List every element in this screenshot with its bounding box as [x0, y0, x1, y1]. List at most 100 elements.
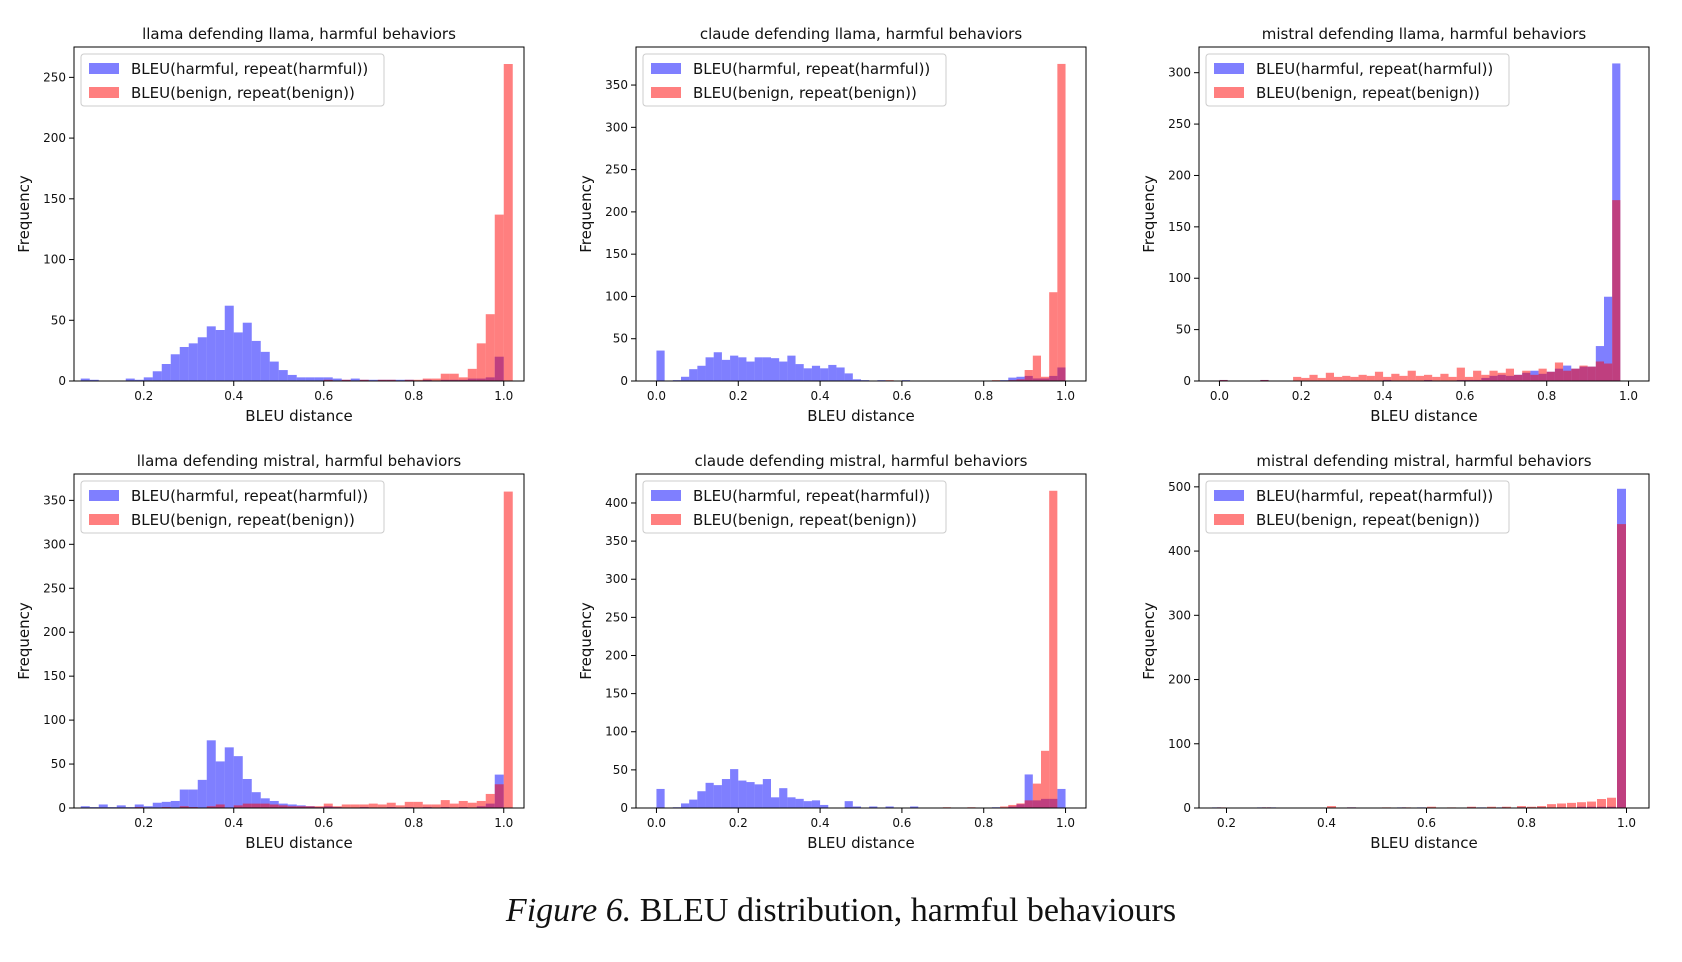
harmful-bar	[116, 805, 126, 808]
y-tick-label: 300	[1168, 66, 1191, 80]
benign-bar	[359, 379, 369, 381]
benign-bar	[458, 377, 468, 381]
harmful-bar	[754, 784, 763, 808]
benign-bar	[1579, 365, 1588, 381]
benign-bar	[1538, 368, 1547, 381]
legend-label: BLEU(benign, repeat(benign))	[693, 511, 917, 529]
y-tick-label: 150	[605, 247, 628, 261]
y-axis-label: Frequency	[15, 602, 33, 680]
x-tick-label: 0.6	[892, 816, 911, 830]
legend-label: BLEU(benign, repeat(benign))	[1256, 511, 1480, 529]
harmful-bar	[80, 806, 90, 808]
x-tick-label: 0.4	[1317, 816, 1336, 830]
x-tick-label: 1.0	[494, 816, 513, 830]
benign-bar	[332, 806, 342, 808]
y-tick-label: 50	[613, 763, 628, 777]
benign-bar	[413, 801, 423, 808]
benign-bar	[368, 803, 378, 808]
x-tick-label: 1.0	[494, 389, 513, 403]
harmful-bar	[844, 801, 853, 808]
harmful-bar	[233, 332, 243, 381]
harmful-bar	[795, 364, 804, 381]
benign-bar	[413, 379, 423, 381]
benign-bar	[1481, 374, 1490, 381]
x-tick-label: 0.2	[729, 816, 748, 830]
harmful-bar	[689, 369, 698, 381]
benign-bar	[1489, 370, 1498, 381]
x-axis-label: BLEU distance	[807, 834, 914, 852]
benign-bar	[1595, 361, 1604, 381]
benign-bar	[251, 803, 261, 808]
benign-bar	[1473, 370, 1482, 381]
x-axis-label: BLEU distance	[245, 407, 352, 425]
y-tick-label: 200	[43, 131, 66, 145]
benign-bar	[1527, 806, 1536, 808]
benign-bar	[350, 804, 360, 808]
harmful-bar	[811, 365, 821, 381]
harmful-bar	[836, 367, 845, 381]
legend: BLEU(harmful, repeat(harmful)) BLEU(benig…	[642, 53, 947, 107]
harmful-bar	[242, 322, 252, 381]
harmful-bar	[820, 804, 829, 808]
harmful-bar	[161, 364, 171, 381]
y-tick-label: 200	[605, 205, 628, 219]
benign-bar	[1547, 804, 1556, 808]
benign-bar	[1597, 799, 1606, 808]
legend-label: BLEU(harmful, repeat(harmful))	[131, 487, 368, 505]
harmful-bar	[1057, 788, 1066, 808]
legend-label: BLEU(benign, repeat(benign))	[131, 511, 355, 529]
y-tick-label: 300	[1168, 608, 1191, 622]
benign-bar	[1517, 806, 1526, 808]
chart-panel-5: 0.0 0.2 0.4 0.6 0.8 1.0 0 50 100 150 200 250 300 350 4…	[577, 452, 1087, 852]
legend-swatch-harmful	[89, 490, 119, 501]
harmful-bar	[762, 357, 771, 381]
harmful-bar	[1016, 376, 1025, 381]
benign-bar	[449, 803, 459, 808]
legend-label: BLEU(harmful, repeat(harmful))	[131, 60, 368, 78]
benign-bar	[458, 800, 468, 808]
benign-bar	[494, 214, 504, 381]
harmful-bar	[730, 769, 739, 808]
benign-bar	[440, 800, 450, 808]
benign-bar	[242, 803, 252, 808]
x-axis-label: BLEU distance	[245, 834, 352, 852]
x-tick-label: 0.6	[314, 816, 333, 830]
benign-bar	[260, 803, 270, 808]
x-tick-label: 1.0	[1056, 816, 1075, 830]
harmful-bar	[721, 779, 731, 808]
benign-bar	[1342, 375, 1351, 381]
y-tick-label: 300	[605, 572, 628, 586]
benign-bar	[1456, 367, 1465, 381]
benign-bar	[1557, 803, 1566, 808]
y-tick-label: 100	[1168, 737, 1191, 751]
plot-frame	[635, 46, 1087, 382]
x-tick-label: 0.6	[314, 389, 333, 403]
benign-bar	[431, 804, 441, 808]
plot-frame	[635, 473, 1087, 809]
figure-caption-label: Figure 6.	[505, 892, 632, 929]
harmful-bar	[738, 780, 747, 808]
harmful-bar	[852, 806, 861, 808]
benign-bar	[503, 491, 513, 808]
chart-panel-4: 0.2 0.4 0.6 0.8 1.0 0 50 100 150 200 250 300 350 llam…	[15, 452, 525, 852]
benign-bar	[449, 373, 459, 381]
benign-bar	[1407, 370, 1416, 381]
legend-label: BLEU(benign, repeat(benign))	[693, 84, 917, 102]
harmful-bar	[656, 350, 665, 381]
benign-bar	[1383, 376, 1392, 381]
legend-box	[642, 480, 947, 534]
legend: BLEU(harmful, repeat(harmful)) BLEU(benig…	[1205, 480, 1510, 534]
harmful-bar	[206, 740, 216, 808]
y-axis-label: Frequency	[577, 602, 595, 680]
legend-swatch-harmful	[1214, 63, 1244, 74]
x-tick-label: 0.8	[1517, 816, 1536, 830]
harmful-bar	[779, 361, 788, 381]
x-tick-label: 0.6	[892, 389, 911, 403]
y-tick-label: 250	[605, 610, 628, 624]
benign-bar	[476, 800, 486, 808]
benign-bar	[305, 806, 315, 808]
harmful-bar	[697, 791, 706, 808]
y-tick-label: 50	[613, 332, 628, 346]
harmful-bar	[161, 801, 171, 808]
benign-bar	[1391, 373, 1400, 381]
